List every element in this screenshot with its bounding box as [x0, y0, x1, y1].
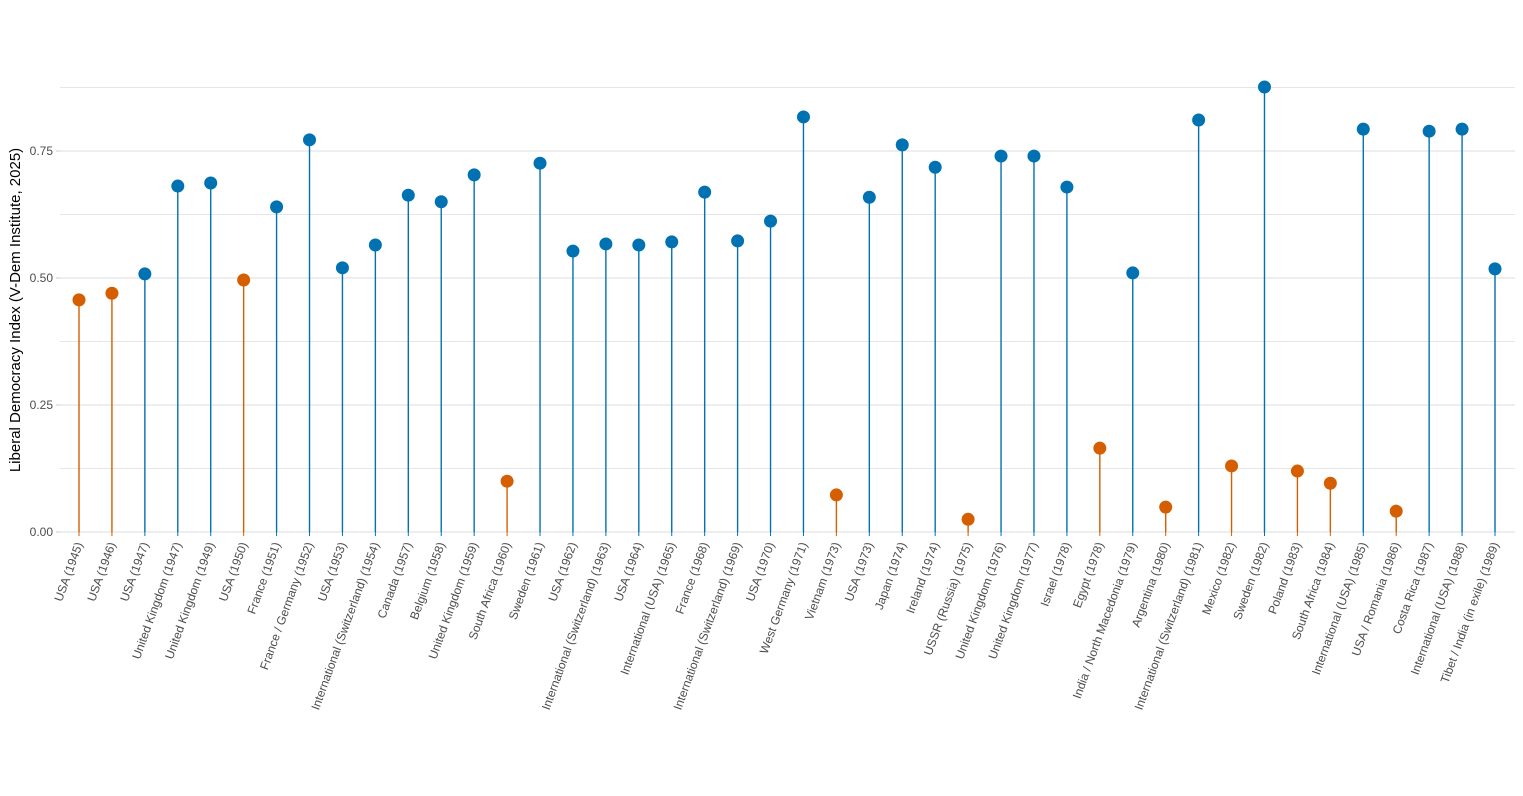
x-tick-label: France (1968) — [673, 540, 712, 616]
lollipop-point — [1488, 262, 1502, 276]
lollipop-point — [270, 200, 284, 214]
lollipop-point — [500, 474, 514, 488]
lollipop-point — [1356, 122, 1370, 136]
lollipop-point — [303, 133, 317, 147]
x-tick-label: USA (1973) — [842, 540, 876, 603]
lollipop-point — [368, 238, 382, 252]
lollipop-point — [698, 185, 712, 199]
lollipop-point — [599, 237, 613, 251]
lollipop-point — [1060, 180, 1074, 194]
lollipop-point — [895, 138, 909, 152]
lollipop-point — [1093, 441, 1107, 455]
lollipop-point — [105, 286, 119, 300]
lollipop-point — [928, 160, 942, 174]
lollipop-point — [434, 195, 448, 209]
lollipop-point — [796, 110, 810, 124]
lollipop-point — [335, 261, 349, 275]
lollipop-point — [665, 235, 679, 249]
x-tick-label: USA (1945) — [51, 540, 85, 603]
lollipop-point — [204, 176, 218, 190]
x-tick-label: Japan (1974) — [872, 540, 909, 611]
x-tick-label: USA (1962) — [545, 540, 579, 603]
lollipop-point — [467, 168, 481, 182]
data-marks — [72, 80, 1502, 532]
lollipop-point — [731, 234, 745, 248]
lollipop-point — [1389, 504, 1403, 518]
x-tick-label: Poland (1983) — [1265, 540, 1304, 616]
lollipop-point — [533, 156, 547, 170]
lollipop-point — [1422, 124, 1436, 138]
x-tick-label: USA (1950) — [216, 540, 250, 603]
lollipop-point — [171, 179, 185, 193]
x-tick-label: International (Switzerland) (1963) — [539, 540, 613, 712]
x-tick-label: France (1951) — [244, 540, 283, 616]
y-tick-label: 0.25 — [30, 398, 54, 412]
x-tick-label: Egypt (1978) — [1070, 540, 1107, 609]
y-tick-label: 0.00 — [30, 525, 54, 539]
x-axis: USA (1945)USA (1946)USA (1947)United Kin… — [51, 532, 1502, 712]
gridlines — [60, 87, 1515, 533]
x-tick-label: Vietnam (1973) — [802, 540, 843, 622]
lollipop-point — [1192, 113, 1206, 127]
lollipop-point — [1323, 476, 1337, 490]
lollipop-point — [1126, 266, 1140, 280]
lollipop-point — [1257, 80, 1271, 94]
x-tick-label: USA (1953) — [315, 540, 349, 603]
lollipop-point — [237, 273, 251, 287]
y-axis: 0.00 0.25 0.50 0.75 — [30, 144, 60, 539]
x-tick-label: USA (1964) — [611, 540, 645, 603]
lollipop-point — [994, 149, 1008, 163]
x-tick-label: Israel (1978) — [1038, 540, 1074, 608]
lollipop-point — [961, 512, 975, 526]
x-tick-label: USA (1970) — [743, 540, 777, 603]
lollipop-point — [764, 214, 778, 228]
x-tick-label: India / North Macedonia (1979) — [1070, 540, 1140, 700]
y-axis-title: Liberal Democracy Index (V-Dem Institute… — [7, 148, 24, 472]
x-tick-label: International (Switzerland) (1969) — [671, 540, 745, 712]
y-tick-label: 0.75 — [30, 144, 54, 158]
lollipop-point — [1159, 500, 1173, 514]
lollipop-point — [1027, 149, 1041, 163]
lollipop-point — [72, 293, 86, 307]
x-tick-label: International (Switzerland) (1954) — [308, 540, 382, 712]
lollipop-point — [566, 244, 580, 258]
lollipop-point — [138, 267, 152, 281]
lollipop-point — [829, 488, 843, 502]
x-tick-label: Sweden (1961) — [506, 540, 547, 621]
x-tick-label: USA (1946) — [84, 540, 118, 603]
lollipop-point — [862, 190, 876, 204]
lollipop-point — [632, 238, 646, 252]
lollipop-point — [1455, 122, 1469, 136]
x-tick-label: USA (1947) — [117, 540, 151, 603]
lollipop-point — [401, 188, 415, 202]
lollipop-point — [1290, 464, 1304, 478]
lollipop-point — [1225, 459, 1239, 473]
x-tick-label: Canada (1957) — [375, 540, 416, 620]
x-tick-label: Mexico (1982) — [1199, 540, 1238, 616]
y-tick-label: 0.50 — [30, 271, 54, 285]
x-tick-label: Ireland (1974) — [903, 540, 942, 615]
